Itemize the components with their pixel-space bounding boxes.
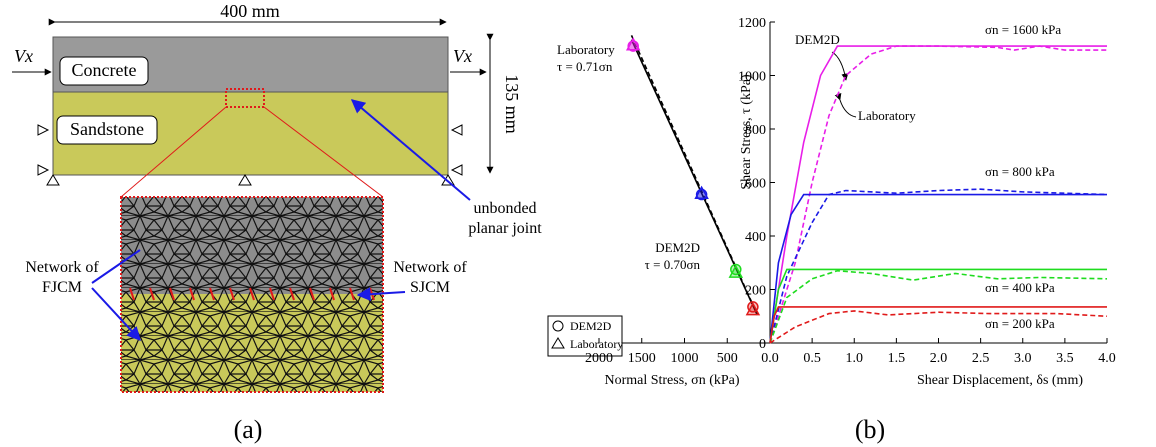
caption: (a) [234, 415, 263, 444]
y-tick-label: 1200 [738, 16, 766, 31]
x-tick-label: 3.0 [1014, 351, 1032, 366]
joint-label: unbonded [473, 200, 536, 217]
load-label: Vx [14, 46, 33, 66]
x-tick-label: 0.5 [803, 351, 821, 366]
x-tick-label: 2.0 [930, 351, 948, 366]
panel-a: 400 mm 135 mm Vx Vx Concrete Sandstone N… [12, 1, 542, 392]
callout [832, 52, 846, 80]
y-axis-label: Shear Stress, τ (kPa) [739, 74, 754, 190]
x-tick-label: 4.0 [1098, 351, 1116, 366]
annotation: DEM2D [655, 240, 700, 255]
layer-label: Concrete [72, 60, 137, 80]
legend-label: Laboratory [570, 337, 623, 351]
x-axis-label: Normal Stress, σn (kPa) [604, 373, 739, 388]
load-label: Vx [453, 46, 472, 66]
annotation: τ = 0.70σn [645, 257, 701, 272]
fjcm-label: FJCM [42, 279, 82, 296]
y-tick-label: 0 [759, 337, 766, 352]
fjcm-label: Network of [25, 259, 99, 276]
caption: (b) [855, 415, 885, 444]
layer-label: Sandstone [70, 119, 144, 139]
height-label: 135 mm [502, 74, 522, 134]
x-tick-label: 1500 [628, 351, 656, 366]
shear-curve [770, 189, 1107, 343]
width-label: 400 mm [220, 1, 280, 21]
legend-label: DEM2D [570, 319, 612, 333]
y-tick-label: 400 [745, 230, 766, 245]
x-tick-label: 2000 [585, 351, 613, 366]
annotation: DEM2D [795, 32, 840, 47]
joint-label: planar joint [468, 220, 542, 237]
sjcm-label: Network of [393, 259, 467, 276]
annotation: σn = 1600 kPa [985, 22, 1061, 37]
annotation: Laboratory [557, 42, 615, 57]
callout [840, 100, 856, 117]
annotation: Laboratory [858, 108, 916, 123]
x-tick-label: 1.0 [846, 351, 864, 366]
annotation: σn = 800 kPa [985, 164, 1055, 179]
annotation: σn = 400 kPa [985, 280, 1055, 295]
x-tick-label: 2.5 [972, 351, 990, 366]
annotation: σn = 200 kPa [985, 316, 1055, 331]
x-tick-label: 1.5 [888, 351, 906, 366]
x-tick-label: 500 [717, 351, 738, 366]
sjcm-label: SJCM [410, 279, 450, 296]
x-tick-label: 0.0 [761, 351, 779, 366]
panel-b [548, 22, 1107, 356]
annotation: τ = 0.71σn [557, 59, 613, 74]
x-tick-label: 3.5 [1056, 351, 1074, 366]
figure: 400 mm 135 mm Vx Vx Concrete Sandstone N… [0, 0, 1156, 447]
x-tick-label: 1000 [671, 351, 699, 366]
x-axis-label: Shear Displacement, δs (mm) [917, 373, 1083, 388]
